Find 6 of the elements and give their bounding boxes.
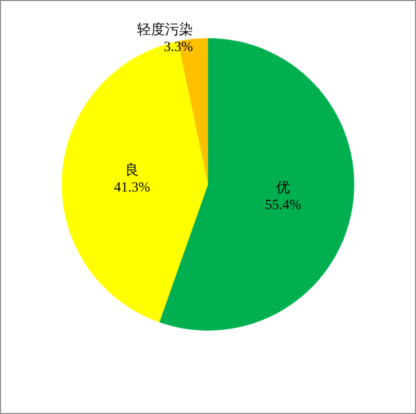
data-label: 55.4%: [264, 198, 302, 214]
data-label: 3.3%: [164, 40, 194, 55]
data-label: 41.3%: [114, 180, 150, 196]
slice-label: 轻度污染: [136, 22, 193, 38]
slice-label: 良: [125, 162, 140, 178]
slice-label: 优: [276, 180, 290, 196]
